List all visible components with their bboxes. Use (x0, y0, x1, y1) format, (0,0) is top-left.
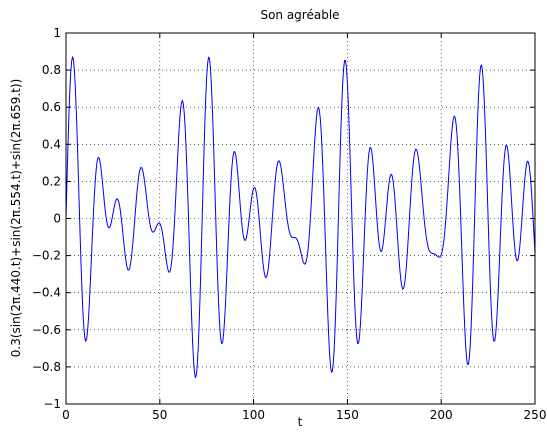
y-tick-label: 1 (53, 26, 61, 40)
series-line (65, 56, 536, 379)
y-tick-label: 0.2 (42, 174, 61, 188)
chart-title: Son agréable (260, 8, 339, 22)
x-tick-label: 50 (152, 408, 167, 422)
x-tick-label: 150 (336, 408, 359, 422)
y-axis-label: 0.3(sin(2π.440.t)+sin(2π.554.t)+sin(2π.6… (9, 79, 23, 358)
y-tick-label: 0.4 (42, 137, 61, 151)
x-tick-label: 100 (242, 408, 265, 422)
y-tick-label: −0.2 (32, 249, 61, 263)
y-tick-label: −0.8 (32, 360, 61, 374)
y-tick-label: −0.6 (32, 323, 61, 337)
x-tick-label: 250 (524, 408, 547, 422)
x-tick-label: 0 (62, 408, 70, 422)
x-tick-labels: 0 50 100 150 200 250 (62, 408, 546, 422)
x-axis-label: t (298, 415, 303, 429)
series-layer (65, 56, 536, 379)
y-tick-label: 0.8 (42, 63, 61, 77)
y-tick-label: 0.6 (42, 100, 61, 114)
y-tick-label: −1 (43, 397, 61, 411)
x-tick-label: 200 (430, 408, 453, 422)
ticks (65, 32, 536, 405)
y-tick-label: 0 (53, 212, 61, 226)
y-tick-labels: −1 −0.8 −0.6 −0.4 −0.2 0 0.2 0.4 0.6 0.8 1 (32, 26, 61, 411)
plot-area (66, 33, 535, 404)
y-tick-label: −0.4 (32, 286, 61, 300)
